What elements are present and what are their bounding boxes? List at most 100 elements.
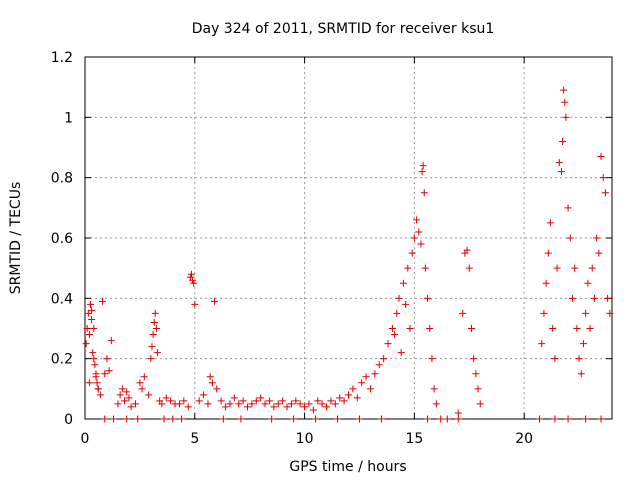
data-point: [213, 385, 221, 393]
data-point: [101, 415, 109, 423]
x-axis-label: GPS time / hours: [289, 459, 406, 475]
data-point: [292, 397, 300, 405]
data-point: [410, 234, 418, 242]
x-tick-label: 20: [515, 431, 533, 447]
data-point: [399, 279, 407, 287]
data-point: [551, 355, 559, 363]
x-tick-label: 0: [81, 431, 90, 447]
data-point: [94, 385, 102, 393]
y-tick-label: 1.2: [51, 50, 73, 66]
data-point: [536, 415, 544, 423]
data-point: [418, 168, 426, 176]
data-point: [217, 397, 225, 405]
data-point: [318, 400, 326, 408]
data-point: [314, 397, 322, 405]
data-point: [542, 279, 550, 287]
data-point: [167, 397, 175, 405]
data-point: [237, 415, 245, 423]
data-point: [472, 370, 480, 378]
y-axis-label: SRMTID / TECUs: [8, 182, 24, 295]
data-point: [362, 373, 370, 381]
data-point: [90, 325, 98, 332]
data-point: [358, 379, 366, 387]
data-point: [283, 403, 291, 411]
data-point: [345, 391, 352, 399]
data-point: [388, 325, 396, 332]
data-point: [599, 174, 607, 182]
x-tick-label: 10: [296, 431, 314, 447]
data-point: [96, 391, 104, 399]
data-point: [152, 325, 160, 332]
data-point: [85, 331, 93, 339]
data-point: [566, 234, 574, 242]
data-point: [571, 264, 579, 272]
data-point: [265, 397, 273, 405]
data-point: [107, 337, 115, 345]
data-point: [151, 309, 159, 317]
data-point: [564, 204, 572, 212]
data-point: [230, 394, 238, 402]
data-point: [195, 397, 203, 405]
data-point: [169, 415, 177, 423]
grid-lines: [85, 57, 612, 419]
data-point: [190, 279, 198, 287]
data-point: [443, 415, 451, 423]
data-point: [593, 234, 601, 242]
data-point: [377, 415, 385, 423]
data-point: [261, 400, 269, 408]
data-point: [547, 219, 555, 227]
data-points: [82, 86, 614, 423]
data-point: [211, 297, 219, 305]
data-point: [340, 397, 348, 405]
data-point: [397, 349, 405, 357]
y-tick-label: 1: [64, 110, 73, 126]
data-point: [402, 300, 410, 308]
data-point: [404, 264, 412, 272]
data-point: [549, 325, 557, 332]
data-point: [582, 415, 590, 423]
data-point: [588, 264, 596, 272]
data-point: [327, 397, 335, 405]
data-point: [331, 400, 339, 408]
data-point: [309, 406, 317, 414]
data-point: [415, 228, 423, 236]
data-point: [334, 415, 342, 423]
data-point: [424, 294, 432, 302]
data-point: [375, 361, 383, 369]
data-point: [290, 415, 298, 423]
data-point: [136, 379, 144, 387]
data-point: [88, 306, 96, 314]
data-point: [175, 400, 183, 408]
x-tick-label: 5: [190, 431, 199, 447]
data-point: [252, 397, 260, 405]
data-point: [92, 373, 100, 381]
data-point: [408, 249, 416, 257]
data-point: [579, 340, 587, 348]
data-point: [406, 325, 414, 332]
data-point: [127, 403, 135, 411]
data-point: [421, 264, 429, 272]
data-point: [413, 216, 421, 224]
data-point: [465, 264, 473, 272]
x-tick-label: 15: [405, 431, 423, 447]
data-point: [83, 325, 91, 332]
data-point: [187, 270, 195, 278]
data-point: [430, 385, 438, 393]
data-point: [463, 246, 471, 254]
data-point: [89, 349, 97, 357]
data-point: [437, 415, 445, 423]
data-point: [355, 415, 363, 423]
data-point: [417, 240, 425, 248]
data-point: [184, 403, 192, 411]
data-point: [562, 113, 570, 121]
data-point: [86, 300, 94, 308]
data-point: [371, 370, 379, 378]
data-point: [454, 415, 462, 423]
data-point: [149, 331, 157, 339]
data-point: [91, 361, 99, 369]
data-point: [349, 385, 357, 393]
data-point: [426, 325, 434, 332]
data-point: [474, 385, 482, 393]
data-point: [243, 403, 251, 411]
